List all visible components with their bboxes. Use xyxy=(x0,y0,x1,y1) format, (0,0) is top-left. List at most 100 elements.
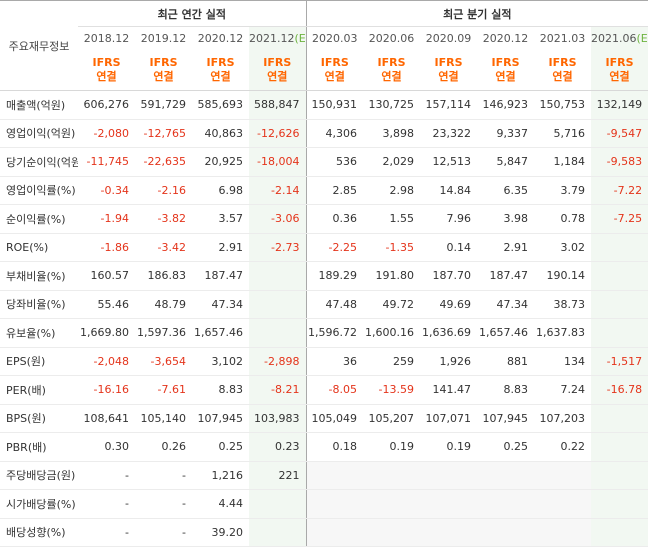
table-row: PER(배) -16.16 -7.61 8.83 -8.21 -8.05 -13.59 141… xyxy=(0,375,648,405)
ifrs-label: IFRS xyxy=(491,56,520,70)
period-label: 2021.12 xyxy=(249,32,295,46)
value-cell xyxy=(477,518,535,547)
ifrs-label: IFRS xyxy=(548,56,577,70)
row-label: ROE(%) xyxy=(0,233,78,262)
value-cell: -7.22 xyxy=(591,175,648,205)
table-row: PBR(배) 0.30 0.26 0.25 0.23 0.18 0.19 0.19 0.25 0.… xyxy=(0,432,648,462)
value-cell xyxy=(420,489,478,519)
consolidated-label: 연결 xyxy=(96,70,117,84)
value-cell: 189.29 xyxy=(305,261,364,291)
row-label-header: 주요재무정보 xyxy=(0,0,78,91)
value-cell: 186.83 xyxy=(135,261,192,291)
value-cell xyxy=(249,489,307,519)
value-cell: 190.14 xyxy=(534,261,592,291)
row-label: BPS(원) xyxy=(0,404,78,433)
row-label: 영업이익률(%) xyxy=(0,175,78,205)
ifrs-badge: IFRS 연결 xyxy=(534,50,592,91)
value-cell: 141.47 xyxy=(420,375,478,405)
value-cell: 187.70 xyxy=(420,261,478,291)
value-cell: 2.98 xyxy=(363,175,421,205)
value-cell: 0.23 xyxy=(249,432,307,462)
value-cell: 7.24 xyxy=(534,375,592,405)
table-row: EPS(원) -2,048 -3,654 3,102 -2,898 36 259 1,926 8… xyxy=(0,346,648,376)
ifrs-label: IFRS xyxy=(605,56,634,70)
value-cell: -16.78 xyxy=(591,375,648,405)
value-cell xyxy=(420,460,478,490)
value-cell xyxy=(363,489,421,519)
table-row: 배당성향(%) - -39.20 xyxy=(0,518,648,547)
quarterly-results-header: 최근 분기 실적 xyxy=(305,0,648,27)
value-cell: 103,983 xyxy=(249,404,307,433)
table-row: 영업이익률(%) -0.34 -2.16 6.98 -2.14 2.85 2.98 14.84… xyxy=(0,175,648,205)
value-cell: 157,114 xyxy=(420,90,478,120)
value-cell: 0.25 xyxy=(192,432,249,462)
table-row: ROE(%) -1.86 -3.42 2.91 -2.73 -2.25 -1.35 0.14 2… xyxy=(0,233,648,262)
value-cell: -1.35 xyxy=(363,233,421,262)
value-cell: 0.36 xyxy=(305,204,364,234)
row-label: 당기순이익(억원) xyxy=(0,147,78,177)
value-cell: -2,898 xyxy=(249,346,307,376)
consolidated-label: 연결 xyxy=(210,70,231,84)
ifrs-badge: IFRS 연결 xyxy=(135,50,192,91)
value-cell: 3,898 xyxy=(363,119,421,148)
value-cell: 1.55 xyxy=(363,204,421,234)
value-cell: -16.16 xyxy=(78,375,135,405)
value-cell: 1,637.83 xyxy=(534,318,592,348)
value-cell: 191.80 xyxy=(363,261,421,291)
value-cell: -12,626 xyxy=(249,119,307,148)
value-cell: 3,102 xyxy=(192,346,249,376)
row-label: EPS(원) xyxy=(0,346,78,376)
ifrs-badge: IFRS 연결 xyxy=(305,50,364,91)
ifrs-label: IFRS xyxy=(320,56,349,70)
value-cell: 4.44 xyxy=(192,489,249,519)
value-cell: 187.47 xyxy=(477,261,535,291)
value-cell: 187.47 xyxy=(192,261,249,291)
value-cell: 588,847 xyxy=(249,90,307,120)
consolidated-label: 연결 xyxy=(552,70,573,84)
period-label: 2018.12 xyxy=(83,32,130,46)
value-cell: 49.72 xyxy=(363,290,421,319)
value-cell xyxy=(591,432,648,462)
value-cell xyxy=(591,518,648,547)
period-header: 2020.03 xyxy=(305,26,364,51)
value-cell: 1,184 xyxy=(534,147,592,177)
value-cell: 160.57 xyxy=(78,261,135,291)
table-row: 시가배당률(%) - -4.44 xyxy=(0,489,648,519)
value-cell: -9,547 xyxy=(591,119,648,148)
table-row: 당기순이익(억원) -11,745 -22,635 20,925 -18,004 536 2… xyxy=(0,147,648,177)
value-cell: - xyxy=(135,460,192,490)
value-cell: -3.82 xyxy=(135,204,192,234)
value-cell: 132,149 xyxy=(591,90,648,120)
value-cell: 0.14 xyxy=(420,233,478,262)
value-cell: 0.78 xyxy=(534,204,592,234)
value-cell: - xyxy=(78,460,135,490)
value-cell: 105,140 xyxy=(135,404,192,433)
value-cell: 9,337 xyxy=(477,119,535,148)
value-cell: 3.02 xyxy=(534,233,592,262)
value-cell xyxy=(249,290,307,319)
ifrs-label: IFRS xyxy=(149,56,178,70)
value-cell: -7.25 xyxy=(591,204,648,234)
period-label: 2021.06 xyxy=(591,32,637,46)
period-header: 2020.12 xyxy=(477,27,534,51)
value-cell: - xyxy=(135,518,192,547)
ifrs-badge: IFRS 연결 xyxy=(420,50,478,91)
value-cell: 1,596.72 xyxy=(305,318,364,348)
value-cell: 0.22 xyxy=(534,432,592,462)
value-cell xyxy=(591,489,648,519)
row-label: 부채비율(%) xyxy=(0,261,78,291)
value-cell: -1.94 xyxy=(78,204,135,234)
period-label: 2020.06 xyxy=(368,32,415,46)
value-cell: -1.86 xyxy=(78,233,135,262)
ifrs-badge: IFRS 연결 xyxy=(78,50,135,91)
value-cell xyxy=(249,261,307,291)
consolidated-label: 연결 xyxy=(324,70,345,84)
period-label: 2020.03 xyxy=(312,32,358,46)
value-cell: 47.34 xyxy=(477,290,535,319)
value-cell: 1,600.16 xyxy=(363,318,421,348)
table-row: 유보율(%) 1,669.80 1,597.36 1,657.46 1,596.72 1,… xyxy=(0,318,648,348)
value-cell: 130,725 xyxy=(363,90,421,120)
value-cell: 38.73 xyxy=(534,290,592,319)
value-cell: 0.30 xyxy=(78,432,135,462)
value-cell: 39.20 xyxy=(192,518,249,547)
